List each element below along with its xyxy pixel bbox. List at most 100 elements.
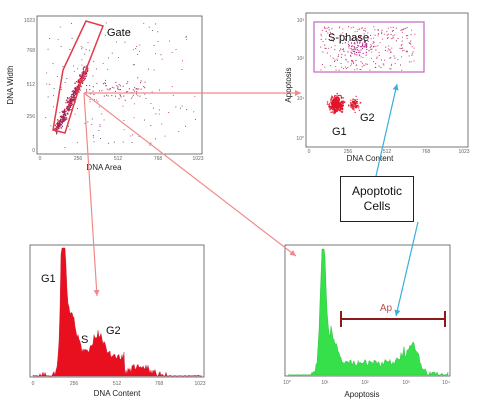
scatter-dot <box>326 103 329 105</box>
scatter-dot <box>335 97 337 100</box>
scatter-dot <box>194 95 196 97</box>
scatter-dot <box>118 84 120 86</box>
scatter-dot <box>381 38 383 40</box>
scatter-dots <box>320 26 416 115</box>
scatter-dot <box>332 105 334 107</box>
ap-marker-bar <box>340 311 446 327</box>
scatter-dot <box>54 124 56 126</box>
scatter-dot <box>339 26 341 28</box>
scatter-dot <box>381 31 383 33</box>
scatter-dot <box>144 87 146 89</box>
scatter-dot <box>111 86 113 88</box>
scatter-dot <box>363 29 365 31</box>
scatter-dot <box>385 46 387 48</box>
scatter-dot <box>405 27 407 29</box>
scatter-dot <box>77 82 79 84</box>
scatter-dot <box>386 31 388 33</box>
scatter-dot <box>136 91 138 93</box>
scatter-dot <box>86 70 88 72</box>
scatter-dot <box>336 109 338 112</box>
scatter-dot <box>66 107 68 109</box>
scatter-dot <box>45 117 47 118</box>
scatter-dot <box>133 49 134 51</box>
scatter-dot <box>380 66 382 68</box>
scatter-dot <box>331 107 333 109</box>
scatter-dot <box>355 104 357 106</box>
scatter-dot <box>86 85 88 86</box>
scatter-dot <box>352 50 354 52</box>
scatter-dot <box>342 97 344 99</box>
x-tick: 10¹ <box>321 380 329 386</box>
scatter-dot <box>104 83 106 85</box>
scatter-dot <box>72 96 74 98</box>
g1-label: G1 <box>41 273 56 285</box>
scatter-dot <box>72 100 74 102</box>
scatter-dot <box>369 69 371 71</box>
scatter-dot <box>132 96 133 98</box>
scatter-dot <box>401 56 403 58</box>
scatter-dot <box>390 26 392 28</box>
scatter-dot <box>359 36 361 38</box>
scatter-dot <box>355 36 357 38</box>
scatter-dot <box>320 46 322 48</box>
scatter-dot <box>100 138 101 139</box>
scatter-dot <box>89 99 91 101</box>
scatter-dot <box>104 82 106 84</box>
scatter-dot <box>89 85 91 86</box>
scatter-dot <box>79 74 81 76</box>
scatter-dot <box>70 104 72 106</box>
scatter-dot <box>384 59 386 61</box>
s-label: S <box>81 334 88 346</box>
scatter-dot <box>108 142 109 144</box>
scatter-dot <box>351 53 353 55</box>
scatter-dot <box>49 38 51 39</box>
scatter-dot <box>153 45 155 46</box>
scatter-dot <box>81 59 83 61</box>
scatter-dot <box>63 112 65 114</box>
scatter-dot <box>339 106 341 108</box>
scatter-dot <box>63 115 65 118</box>
scatter-dot <box>152 30 153 31</box>
scatter-dot <box>355 60 357 62</box>
scatter-dot <box>335 66 337 68</box>
scatter-dot <box>328 104 330 106</box>
scatter-dot <box>332 104 334 106</box>
scatter-dot <box>383 64 385 66</box>
scatter-dot <box>333 111 335 113</box>
scatter-dot <box>320 35 322 37</box>
scatter-dot <box>329 31 331 33</box>
scatter-dot <box>134 90 136 92</box>
scatter-dot <box>65 117 68 119</box>
scatter-dot <box>338 109 341 112</box>
scatter-dot <box>359 51 361 53</box>
s-phase-region <box>313 21 425 73</box>
x-tick: 1023 <box>458 149 469 155</box>
scatter-dot <box>363 46 365 48</box>
scatter-dot <box>137 77 139 79</box>
scatter-dot <box>333 110 336 113</box>
scatter-dot <box>356 30 358 32</box>
scatter-dot <box>69 102 71 104</box>
scatter-dot <box>347 67 349 68</box>
scatter-dot <box>332 111 334 113</box>
scatter-dot <box>61 121 63 123</box>
scatter-dot <box>80 77 82 80</box>
arrow-gate-to-apoptosis-histogram <box>83 92 297 257</box>
scatter-dot <box>352 26 354 28</box>
scatter-dot <box>350 105 352 107</box>
scatter-dot <box>328 106 330 108</box>
scatter-dot <box>67 97 69 99</box>
scatter-dot <box>345 59 347 61</box>
scatter-dot <box>339 103 341 105</box>
scatter-dot <box>64 118 66 121</box>
scatter-dot <box>330 107 332 109</box>
scatter-dot <box>69 105 72 107</box>
scatter-dot <box>68 103 71 105</box>
scatter-dot <box>401 44 403 45</box>
scatter-dot <box>193 111 195 113</box>
scatter-dot <box>368 37 370 39</box>
scatter-dot <box>175 106 177 108</box>
scatter-dot <box>75 91 77 93</box>
scatter-dot <box>182 60 183 62</box>
scatter-dot <box>350 27 352 29</box>
